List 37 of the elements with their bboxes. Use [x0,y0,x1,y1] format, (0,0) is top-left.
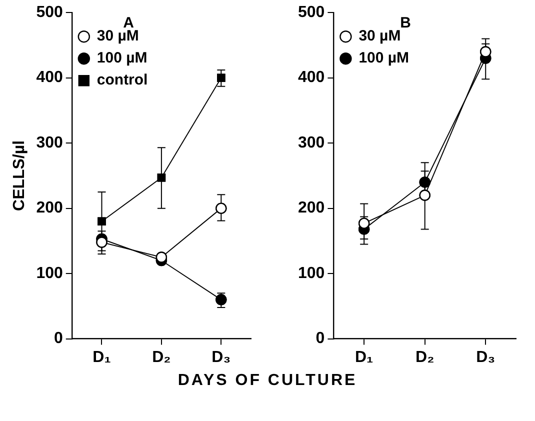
y-axis-title: CELLS/µl [11,140,28,211]
x-tick-label: D₁ [92,348,112,366]
x-axis-title: DAYS OF CULTURE [176,372,358,390]
y-tick-label: 100 [298,264,325,282]
point [96,236,108,248]
y-tick-label: 200 [36,200,63,217]
point [216,202,227,214]
legend-label: 30 µM [358,28,401,45]
legend-label: 100 µM [358,50,410,67]
point [156,252,168,263]
y-tick-label: 500 [36,4,63,22]
x-tick-label: D₃ [212,348,231,366]
y-tick-label: 0 [316,330,325,348]
x-tick-label: D₁ [354,348,374,366]
y-tick-label: 400 [36,69,63,86]
y-tick-label: 100 [36,264,63,282]
point [419,176,430,188]
legend-label: 30 µM [96,28,139,45]
x-tick-label: D₃ [476,348,496,366]
legend-label: 100 µM [96,50,148,67]
y-tick-label: 300 [36,134,63,152]
y-tick-label: 500 [298,4,325,22]
point [358,218,370,229]
y-tick-label: 300 [298,134,325,152]
point [216,294,227,306]
point [98,217,106,226]
point [419,190,430,201]
x-tick-label: D₂ [152,348,171,366]
legend-label: control [96,72,148,89]
y-tick-label: 200 [298,200,325,217]
y-tick-label: 0 [54,330,63,348]
y-tick-label: 400 [298,69,325,86]
chart-title: B [400,14,412,32]
point [480,46,492,58]
point [217,74,226,82]
point [157,174,166,182]
x-tick-label: D₂ [416,348,434,366]
